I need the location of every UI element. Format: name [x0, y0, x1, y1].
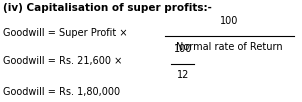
Text: 100: 100	[174, 44, 192, 54]
Text: Normal rate of Return: Normal rate of Return	[176, 42, 283, 52]
Text: 12: 12	[177, 70, 189, 80]
Text: 100: 100	[220, 16, 239, 26]
Text: Goodwill = Rs. 1,80,000: Goodwill = Rs. 1,80,000	[3, 87, 120, 97]
Text: (iv) Capitalisation of super profits:-: (iv) Capitalisation of super profits:-	[3, 3, 212, 13]
Text: Goodwill = Rs. 21,600 ×: Goodwill = Rs. 21,600 ×	[3, 56, 125, 66]
Text: Goodwill = Super Profit ×: Goodwill = Super Profit ×	[3, 28, 131, 38]
